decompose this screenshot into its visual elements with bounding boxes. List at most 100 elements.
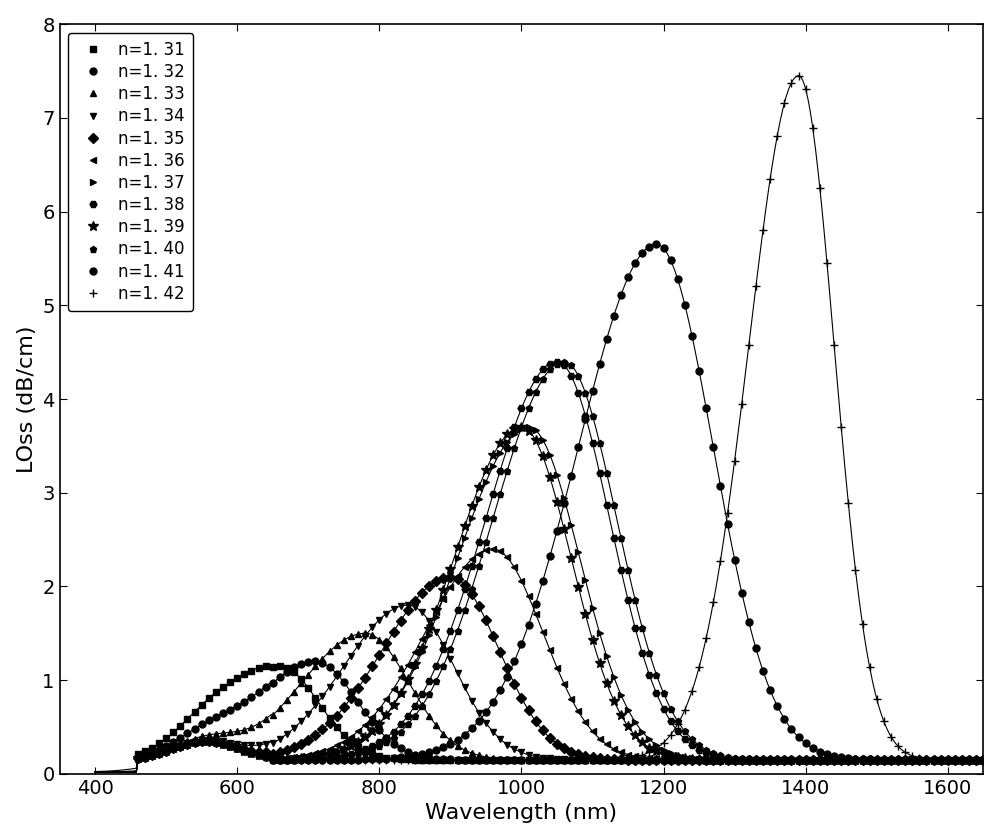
n=1. 41 [132,753,144,763]
n=1. 34 [977,755,989,765]
n=1. 31 [729,755,741,765]
Line: n=1. 35: n=1. 35 [134,574,987,764]
n=1. 31 [622,755,634,765]
n=1. 36 [807,755,819,765]
n=1. 34 [807,755,819,765]
n=1. 41 [650,239,662,249]
n=1. 36 [132,753,144,763]
n=1. 34 [814,755,826,765]
n=1. 40 [359,747,371,757]
n=1. 32 [977,755,989,765]
n=1. 37 [523,423,535,433]
n=1. 38 [977,755,989,765]
n=1. 35 [359,673,371,683]
Line: n=1. 41: n=1. 41 [134,241,987,764]
n=1. 35 [608,754,620,764]
n=1. 31 [608,755,620,765]
n=1. 34 [132,753,144,763]
n=1. 41 [722,519,734,529]
Line: n=1. 38: n=1. 38 [134,358,987,764]
Line: n=1. 39: n=1. 39 [133,423,988,764]
n=1. 41 [956,755,968,765]
n=1. 36 [309,748,321,759]
n=1. 40 [977,755,989,765]
n=1. 36 [977,755,989,765]
Line: n=1. 34: n=1. 34 [134,601,987,764]
n=1. 39 [515,423,527,433]
n=1. 32 [309,656,321,666]
n=1. 39 [807,755,819,765]
n=1. 42 [793,71,805,81]
Line: n=1. 40: n=1. 40 [134,358,987,764]
Line: n=1. 42: n=1. 42 [134,71,987,764]
n=1. 36 [359,720,371,730]
n=1. 33 [814,755,826,765]
Line: n=1. 33: n=1. 33 [134,630,987,764]
n=1. 37 [132,753,144,763]
n=1. 42 [977,755,989,765]
n=1. 33 [132,753,144,763]
n=1. 39 [608,696,620,706]
n=1. 33 [750,755,762,765]
n=1. 39 [977,755,989,765]
n=1. 40 [309,754,321,764]
n=1. 40 [132,753,144,763]
n=1. 31 [963,755,975,765]
n=1. 31 [260,661,272,671]
n=1. 41 [807,743,819,753]
n=1. 40 [558,356,570,366]
n=1. 35 [963,755,975,765]
n=1. 39 [132,753,144,763]
n=1. 42 [722,508,734,518]
n=1. 32 [366,717,378,727]
n=1. 36 [487,544,499,554]
n=1. 35 [807,755,819,765]
n=1. 31 [977,755,989,765]
Line: n=1. 32: n=1. 32 [134,658,987,764]
n=1. 31 [366,749,378,759]
n=1. 36 [722,755,734,765]
n=1. 37 [608,672,620,682]
n=1. 40 [807,755,819,765]
n=1. 35 [977,755,989,765]
n=1. 32 [132,752,144,762]
n=1. 36 [963,755,975,765]
n=1. 34 [608,755,620,765]
n=1. 32 [814,755,826,765]
n=1. 34 [359,631,371,641]
n=1. 39 [309,752,321,762]
n=1. 35 [722,755,734,765]
n=1. 34 [963,755,975,765]
n=1. 40 [956,755,968,765]
n=1. 42 [316,755,328,765]
n=1. 32 [963,755,975,765]
n=1. 39 [956,755,968,765]
n=1. 33 [722,755,734,765]
n=1. 31 [814,755,826,765]
Line: n=1. 31: n=1. 31 [134,663,987,764]
n=1. 40 [608,500,620,510]
Y-axis label: LOss (dB/cm): LOss (dB/cm) [17,325,37,473]
n=1. 33 [366,630,378,640]
n=1. 34 [309,701,321,711]
n=1. 37 [807,755,819,765]
n=1. 42 [267,755,279,765]
n=1. 37 [722,754,734,764]
n=1. 42 [963,755,975,765]
n=1. 41 [977,755,989,765]
n=1. 37 [956,755,968,765]
n=1. 38 [807,755,819,765]
Line: n=1. 37: n=1. 37 [134,423,987,764]
n=1. 38 [132,753,144,763]
Legend: n=1. 31, n=1. 32, n=1. 33, n=1. 34, n=1. 35, n=1. 36, n=1. 37, n=1. 38, n=1. 39,: n=1. 31, n=1. 32, n=1. 33, n=1. 34, n=1.… [68,33,193,311]
n=1. 38 [956,755,968,765]
n=1. 38 [309,753,321,764]
n=1. 36 [608,743,620,753]
Line: n=1. 36: n=1. 36 [134,545,987,764]
n=1. 37 [309,751,321,761]
n=1. 38 [722,753,734,763]
n=1. 39 [359,732,371,742]
n=1. 37 [359,731,371,741]
n=1. 42 [366,755,378,765]
n=1. 32 [729,755,741,765]
